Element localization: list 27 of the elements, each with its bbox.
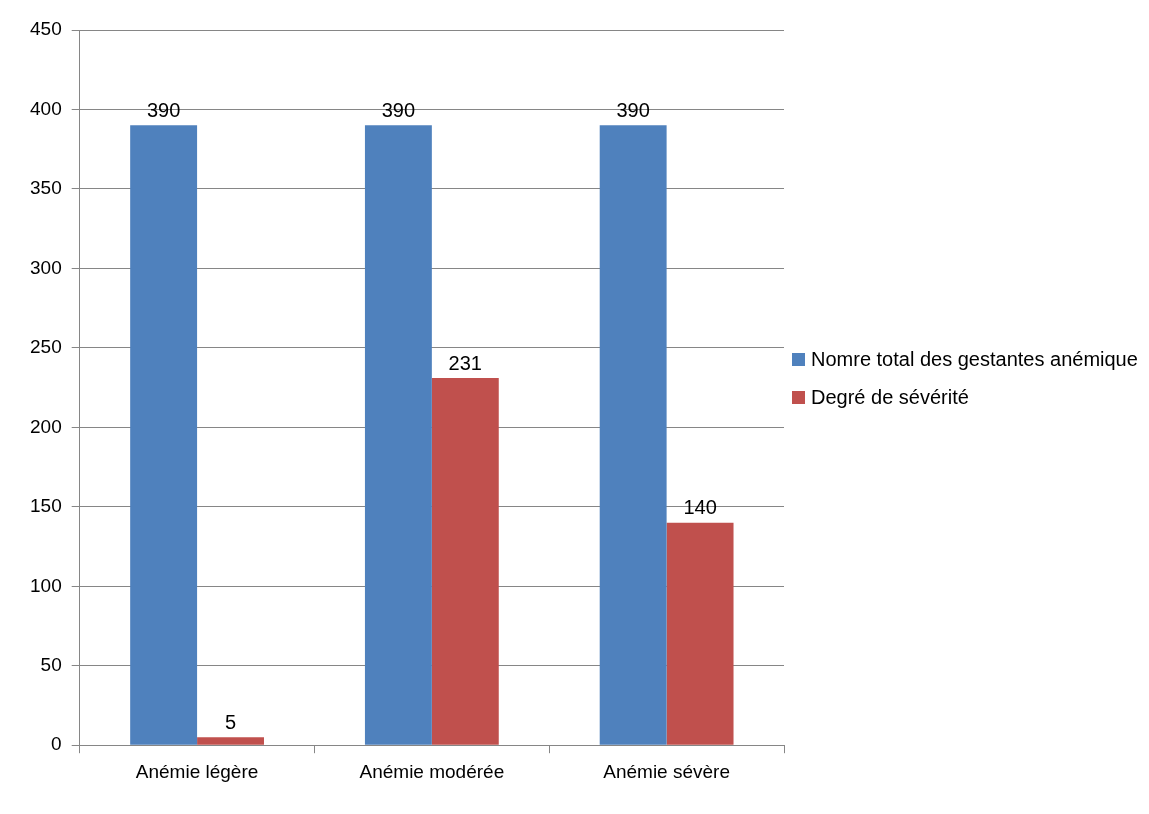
data-label: 231	[448, 351, 482, 374]
bar	[197, 737, 264, 745]
y-tick-label: 450	[30, 18, 62, 40]
y-tick-label: 200	[30, 415, 62, 437]
data-label: 390	[146, 98, 181, 121]
y-tick-label: 350	[30, 177, 62, 199]
data-label: 390	[381, 98, 416, 121]
data-label: 390	[616, 98, 650, 121]
legend-label: Nomre total des gestantes anémique	[811, 347, 1138, 372]
y-tick-label: 150	[30, 495, 62, 517]
x-tick-label: Anémie sévère	[603, 760, 730, 782]
bar	[666, 522, 734, 745]
y-tick-label: 250	[30, 336, 62, 358]
bar	[364, 125, 432, 745]
data-label: 5	[224, 710, 237, 733]
x-tick-label: Anémie légère	[135, 760, 259, 782]
bar	[431, 378, 499, 745]
y-tick-label: 50	[40, 653, 62, 675]
bar	[130, 125, 198, 745]
y-tick-label: 100	[30, 574, 62, 596]
y-tick-label: 300	[30, 256, 62, 278]
x-tick-label: Anémie modérée	[359, 760, 505, 782]
data-label: 140	[683, 496, 717, 519]
bar	[599, 125, 667, 745]
y-tick-label: 400	[30, 97, 62, 119]
legend-label: Degré de sévérité	[811, 385, 969, 410]
y-tick-label: 0	[51, 733, 62, 755]
